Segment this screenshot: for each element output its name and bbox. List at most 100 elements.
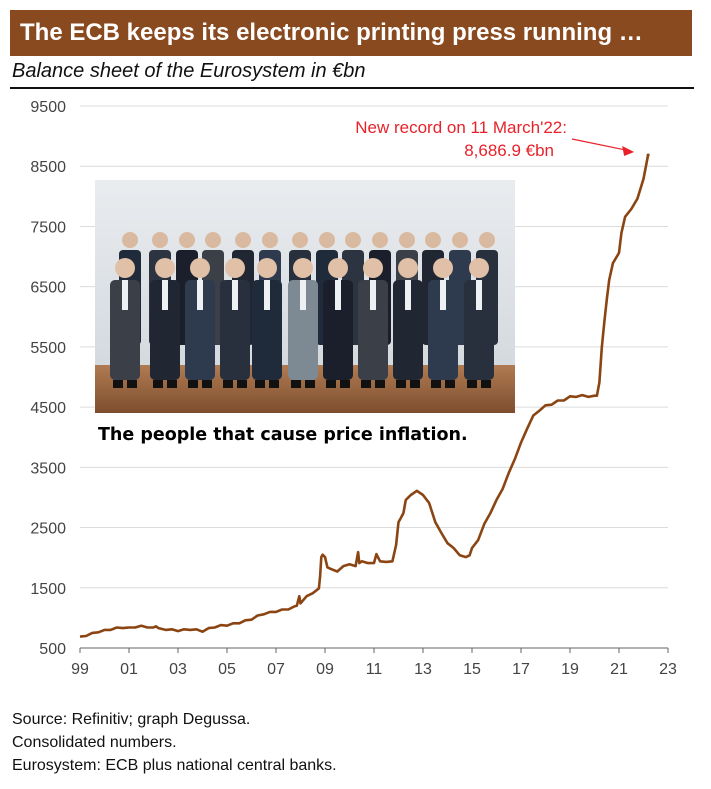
person-front-shoe [375, 380, 385, 388]
person-front-shirt [405, 280, 411, 310]
y-tick-label: 2500 [30, 521, 66, 538]
person-front-head [433, 258, 453, 278]
chart-subtitle: Balance sheet of the Eurosystem in €bn [12, 60, 366, 82]
footnote-consolidated: Consolidated numbers. [12, 734, 177, 751]
person-front-body [464, 280, 494, 380]
person-back-head [262, 232, 278, 248]
person-back-head [179, 232, 195, 248]
person-back-head [452, 232, 468, 248]
people-group [110, 232, 498, 388]
person-front-shirt [122, 280, 128, 310]
person-back-head [122, 232, 138, 248]
y-tick-label: 6500 [30, 280, 66, 297]
person-front-head [328, 258, 348, 278]
person-back-head [292, 232, 308, 248]
annotation-arrow-head [622, 145, 635, 156]
person-front-head [115, 258, 135, 278]
x-tick-label: 01 [120, 661, 138, 678]
person-front-shirt [335, 280, 341, 310]
person-front-body [288, 280, 318, 380]
y-tick-label: 500 [39, 641, 66, 658]
footnote-eurosystem: Eurosystem: ECB plus national central ba… [12, 757, 337, 774]
person-front-shoe [153, 380, 163, 388]
person-back-head [205, 232, 221, 248]
person-front-head [398, 258, 418, 278]
annotation-arrow-line [571, 138, 631, 152]
annotation-text-line2: 8,686.9 €bn [464, 141, 554, 160]
person-front-shoe [396, 380, 406, 388]
x-tick-label: 13 [414, 661, 432, 678]
person-front-shoe [410, 380, 420, 388]
x-tick-label: 03 [169, 661, 187, 678]
person-front-body [393, 280, 423, 380]
person-front-shirt [264, 280, 270, 310]
footnote-source: Source: Refinitiv; graph Degussa. [12, 711, 251, 728]
x-tick-label: 11 [366, 661, 383, 678]
y-tick-label: 7500 [30, 219, 66, 236]
person-front-shoe [255, 380, 265, 388]
person-front-body [358, 280, 388, 380]
person-front-shoe [237, 380, 247, 388]
person-front-shirt [370, 280, 376, 310]
y-tick-label: 3500 [30, 460, 66, 477]
person-front-shirt [440, 280, 446, 310]
person-front-shoe [445, 380, 455, 388]
person-front-shoe [269, 380, 279, 388]
person-front-body [110, 280, 140, 380]
subtitle-divider [10, 87, 694, 89]
person-back-head [235, 232, 251, 248]
person-front-shoe [467, 380, 477, 388]
x-tick-label: 21 [610, 661, 628, 678]
person-front-shoe [326, 380, 336, 388]
person-front-shoe [361, 380, 371, 388]
person-front-body [428, 280, 458, 380]
person-front-shoe [223, 380, 233, 388]
person-back-head [319, 232, 335, 248]
person-front-shoe [305, 380, 315, 388]
person-front-head [257, 258, 277, 278]
x-tick-label: 23 [659, 661, 677, 678]
person-front-shoe [127, 380, 137, 388]
y-tick-label: 9500 [30, 99, 66, 116]
person-back-head [152, 232, 168, 248]
person-front-body [220, 280, 250, 380]
person-front-shoe [431, 380, 441, 388]
photo-caption: The people that cause price inflation. [98, 425, 468, 445]
x-tick-label: 99 [71, 661, 89, 678]
chart-title: The ECB keeps its electronic printing pr… [20, 19, 643, 46]
person-front-shoe [167, 380, 177, 388]
series-endpoint [646, 153, 650, 157]
person-front-shoe [113, 380, 123, 388]
group-photo-image [95, 180, 515, 413]
person-front-head [469, 258, 489, 278]
series-line [79, 154, 650, 638]
axes [79, 647, 669, 653]
person-back-head [345, 232, 361, 248]
person-front-head [190, 258, 210, 278]
person-back-head [372, 232, 388, 248]
y-tick-label: 5500 [30, 340, 66, 357]
person-front-head [293, 258, 313, 278]
tick-labels: 500 1500 2500 3500 4500 5500 6500 7500 8500 9500 9… [30, 99, 677, 678]
person-back-head [425, 232, 441, 248]
person-front-body [185, 280, 215, 380]
person-front-shoe [291, 380, 301, 388]
person-front-shoe [202, 380, 212, 388]
x-tick-label: 09 [316, 661, 334, 678]
chart-title-bar: The ECB keeps its electronic printing pr… [10, 10, 692, 56]
person-front-shirt [232, 280, 238, 310]
y-tick-label: 8500 [30, 159, 66, 176]
x-tick-label: 19 [561, 661, 579, 678]
y-tick-label: 1500 [30, 581, 66, 598]
person-front-body [150, 280, 180, 380]
x-tick-label: 07 [267, 661, 285, 678]
series-layer [79, 153, 650, 638]
person-front-shoe [340, 380, 350, 388]
footnotes: Source: Refinitiv; graph Degussa. Consol… [12, 708, 337, 777]
person-back-head [479, 232, 495, 248]
person-front-head [363, 258, 383, 278]
x-tick-label: 17 [512, 661, 530, 678]
y-tick-label: 4500 [30, 400, 66, 417]
person-front-shirt [197, 280, 203, 310]
person-front-shoe [481, 380, 491, 388]
